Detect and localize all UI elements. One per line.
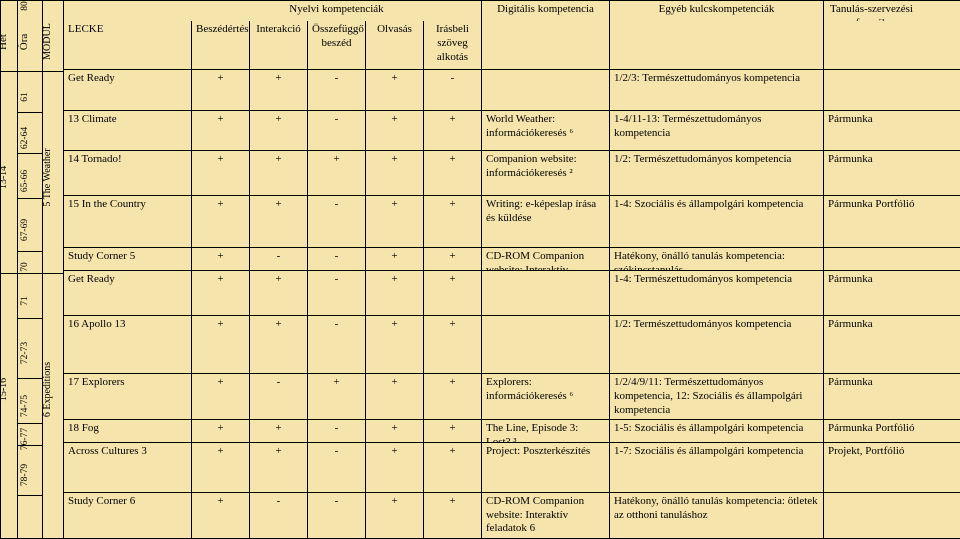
table-row: 16 Apollo 13++-++1/2: Természettudományo… — [64, 315, 960, 374]
ora-value: 76-77 — [20, 428, 30, 450]
table-row: 17 Explorers+-+++Explorers: információke… — [64, 373, 960, 419]
table-row: 14 Tornado!+++++Companion website: infor… — [64, 150, 960, 194]
ora-value: 80 — [20, 1, 30, 11]
label-ora: Óra — [18, 34, 30, 51]
het-range: 15-16 — [0, 378, 9, 401]
col-modul: MODUL 5 The Weather 6 Expeditions — [43, 1, 64, 538]
ora-value: 67-69 — [20, 218, 30, 240]
modul-value: 6 Expeditions — [42, 362, 53, 417]
ora-value: 71 — [20, 296, 30, 306]
col-ora: Óra 61 62-64 65-66 67-69 70 71 72-73 74-75 76-77… — [18, 1, 43, 538]
table-row: Get Ready++-++1-4: Természettudományos k… — [64, 270, 960, 314]
ora-value: 70 — [20, 262, 30, 272]
col-het: Hét 13-14 15-16 — [1, 1, 18, 538]
label-modul: MODUL — [42, 23, 53, 60]
ora-value: 62-64 — [20, 126, 30, 148]
label-het: Hét — [0, 34, 9, 50]
ora-value: 72-73 — [20, 342, 30, 364]
table-row: 15 In the Country++-++Writing: e-képesla… — [64, 195, 960, 247]
table-row: 18 Fog++-++The Line, Episode 3: Lost? ³1… — [64, 419, 960, 442]
ora-value: 78-79 — [20, 464, 30, 486]
table-row: Get Ready++-+-1/2/3: Természettudományos… — [64, 69, 960, 110]
ora-value: 61 — [20, 92, 30, 102]
modul-value: 5 The Weather — [42, 148, 53, 206]
table-row: Study Corner 6+--++CD-ROM Companion webs… — [64, 492, 960, 538]
ora-value: 74-75 — [20, 394, 30, 416]
main-grid: Nyelvi kompetenciákDigitális kompetencia… — [64, 1, 960, 538]
table-row: Across Cultures 3++-++Project: Poszterké… — [64, 442, 960, 491]
het-range: 13-14 — [0, 166, 9, 189]
table-row: Study Corner 5+--++CD-ROM Companion webs… — [64, 247, 960, 270]
table-row: 13 Climate++-++World Weather: információ… — [64, 110, 960, 151]
ora-value: 65-66 — [20, 169, 30, 191]
